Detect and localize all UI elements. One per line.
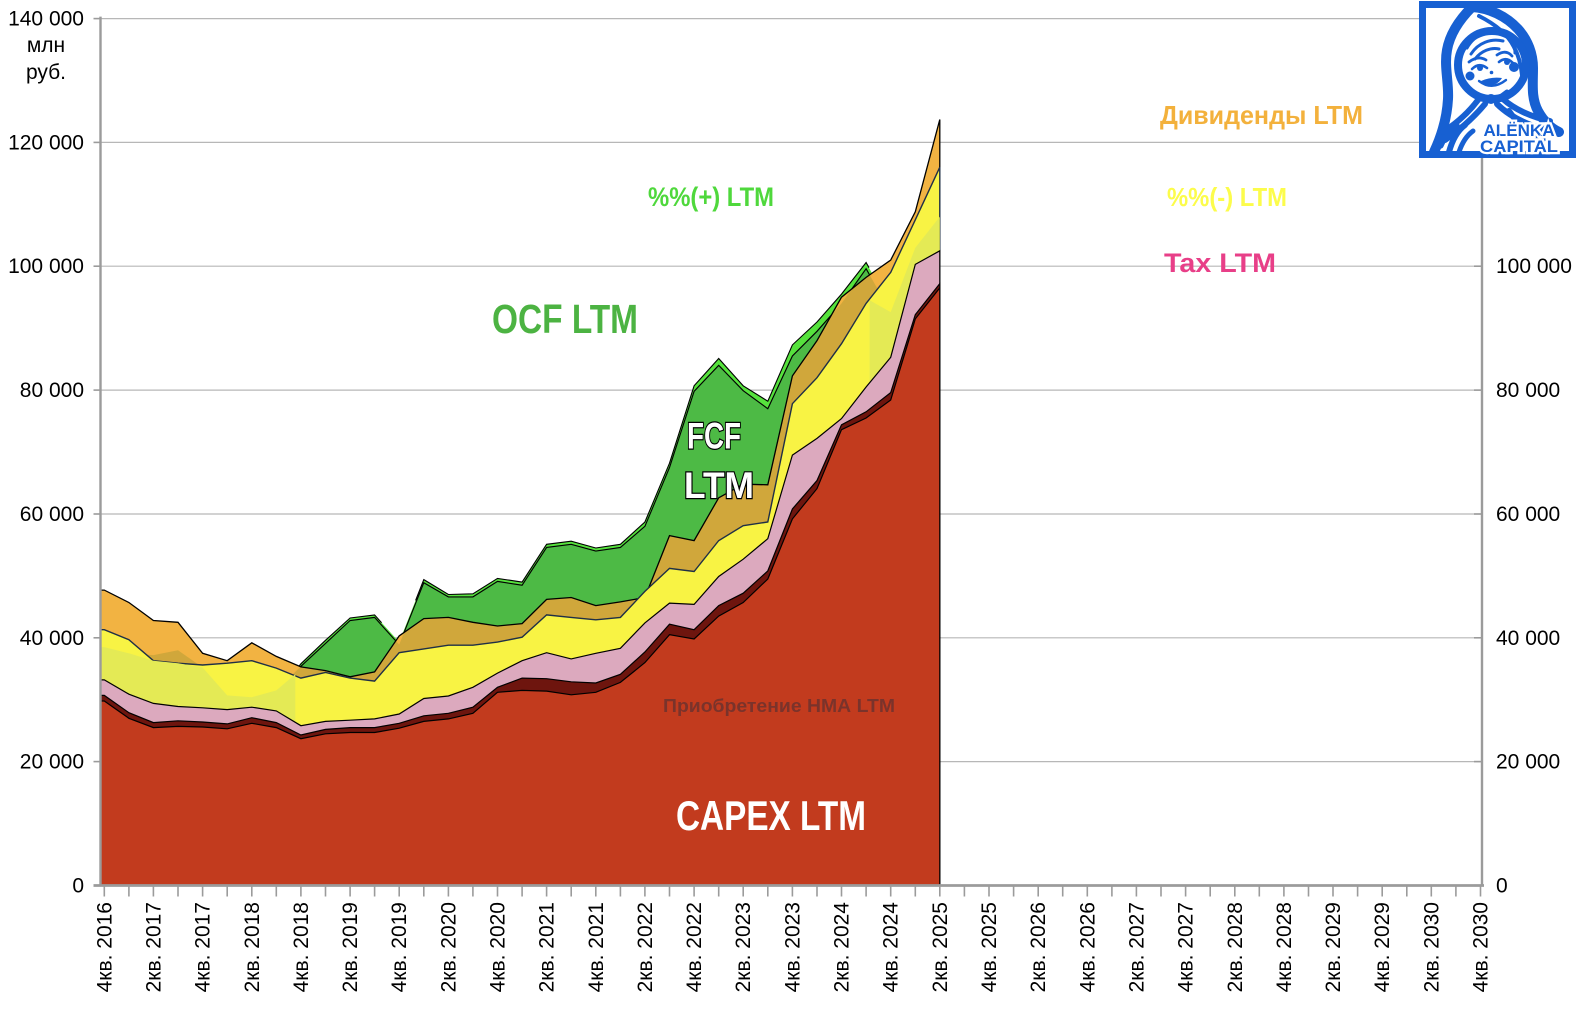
svg-text:4кв. 2029: 4кв. 2029 — [1371, 902, 1394, 992]
svg-text:CAPITAL: CAPITAL — [1480, 138, 1558, 156]
svg-text:4кв. 2019: 4кв. 2019 — [388, 902, 411, 992]
svg-text:2кв. 2021: 2кв. 2021 — [536, 902, 559, 992]
svg-text:4кв. 2020: 4кв. 2020 — [487, 902, 510, 992]
svg-text:100 000: 100 000 — [8, 255, 84, 278]
svg-text:4кв. 2018: 4кв. 2018 — [290, 902, 313, 992]
svg-text:4кв. 2017: 4кв. 2017 — [192, 902, 215, 992]
svg-text:60 000: 60 000 — [20, 503, 84, 526]
svg-text:0: 0 — [72, 875, 84, 898]
svg-text:4кв. 2021: 4кв. 2021 — [585, 902, 608, 992]
svg-text:2кв. 2025: 2кв. 2025 — [929, 902, 952, 992]
svg-text:4кв. 2027: 4кв. 2027 — [1175, 902, 1198, 992]
svg-text:40 000: 40 000 — [1496, 627, 1560, 650]
svg-text:2кв. 2018: 2кв. 2018 — [241, 902, 264, 992]
svg-text:2кв. 2029: 2кв. 2029 — [1322, 902, 1345, 992]
svg-text:60 000: 60 000 — [1496, 503, 1560, 526]
svg-text:80 000: 80 000 — [1496, 379, 1560, 402]
svg-text:2кв. 2027: 2кв. 2027 — [1125, 902, 1148, 992]
svg-text:%%(-) LTM: %%(-) LTM — [1167, 182, 1287, 212]
svg-text:ALËNKA: ALËNKA — [1484, 122, 1555, 140]
svg-text:4кв. 2025: 4кв. 2025 — [978, 902, 1001, 992]
svg-text:40 000: 40 000 — [20, 627, 84, 650]
svg-text:4кв. 2024: 4кв. 2024 — [880, 902, 903, 993]
svg-text:20 000: 20 000 — [20, 751, 84, 774]
svg-text:CAPEX LTM: CAPEX LTM — [676, 792, 866, 839]
svg-text:0: 0 — [1496, 875, 1508, 898]
svg-text:4кв. 2026: 4кв. 2026 — [1076, 902, 1099, 992]
svg-text:Tax LTM: Tax LTM — [1164, 248, 1276, 278]
svg-text:4кв. 2028: 4кв. 2028 — [1273, 902, 1296, 992]
svg-text:140 000: 140 000 — [8, 8, 84, 31]
svg-text:2кв. 2017: 2кв. 2017 — [142, 902, 165, 992]
svg-text:4кв. 2030: 4кв. 2030 — [1470, 902, 1493, 992]
svg-text:2кв. 2020: 2кв. 2020 — [437, 902, 460, 992]
svg-text:2кв. 2028: 2кв. 2028 — [1224, 902, 1247, 992]
svg-text:2кв. 2019: 2кв. 2019 — [339, 902, 362, 992]
svg-text:4кв. 2023: 4кв. 2023 — [781, 902, 804, 992]
svg-text:Дивиденды LTM: Дивиденды LTM — [1160, 100, 1363, 130]
svg-text:млн: млн — [27, 34, 65, 57]
svg-text:FCF: FCF — [687, 415, 741, 457]
svg-text:руб.: руб. — [26, 61, 66, 84]
svg-text:80 000: 80 000 — [20, 379, 84, 402]
svg-text:100 000: 100 000 — [1496, 255, 1572, 278]
svg-text:OCF LTM: OCF LTM — [492, 296, 638, 342]
svg-text:2кв. 2023: 2кв. 2023 — [732, 902, 755, 992]
svg-text:4кв. 2016: 4кв. 2016 — [93, 902, 116, 992]
svg-text:LTM: LTM — [684, 464, 754, 506]
svg-text:Приобретение НМА LTM: Приобретение НМА LTM — [663, 695, 895, 716]
svg-text:%%(+) LTM: %%(+) LTM — [648, 182, 774, 212]
svg-text:2кв. 2022: 2кв. 2022 — [634, 902, 657, 992]
svg-text:2кв. 2024: 2кв. 2024 — [831, 902, 854, 993]
svg-text:4кв. 2022: 4кв. 2022 — [683, 902, 706, 992]
svg-text:120 000: 120 000 — [8, 131, 84, 154]
svg-text:2кв. 2030: 2кв. 2030 — [1420, 902, 1443, 992]
svg-text:2кв. 2026: 2кв. 2026 — [1027, 902, 1050, 992]
svg-text:20 000: 20 000 — [1496, 751, 1560, 774]
